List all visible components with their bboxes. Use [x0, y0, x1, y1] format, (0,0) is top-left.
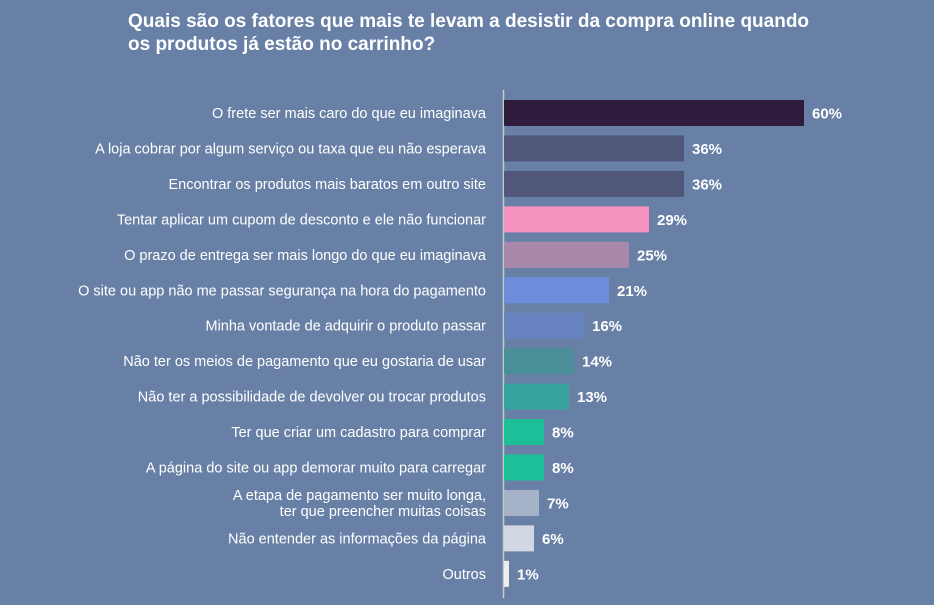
bar: [504, 135, 684, 162]
chart-title: Quais são os fatores que mais te levam a…: [128, 11, 810, 55]
category-label: O prazo de entrega ser mais longo do que…: [124, 248, 487, 264]
bar: [504, 241, 629, 268]
bar: [504, 419, 544, 446]
category-label: Outros: [442, 567, 486, 583]
value-label: 25%: [637, 247, 667, 264]
value-label: 6%: [542, 531, 564, 548]
value-label: 1%: [517, 566, 539, 583]
bar: [504, 206, 649, 233]
category-label: Não ter os meios de pagamento que eu gos…: [123, 354, 486, 370]
category-label: O frete ser mais caro do que eu imaginav…: [212, 106, 487, 122]
category-label: Minha vontade de adquirir o produto pass…: [205, 319, 486, 335]
bar: [504, 100, 804, 126]
bar: [504, 348, 574, 375]
category-label: Não entender as informações da página: [228, 531, 487, 547]
category-label: O site ou app não me passar segurança na…: [78, 283, 486, 299]
bar: [504, 312, 584, 339]
category-label: A etapa de pagamento ser muito longa, ter…: [233, 488, 486, 520]
value-label: 60%: [812, 106, 842, 123]
value-label: 29%: [657, 212, 687, 229]
value-label: 13%: [577, 389, 607, 406]
value-label: 36%: [692, 176, 722, 193]
category-label: Tentar aplicar um cupom de desconto e el…: [117, 212, 486, 228]
value-label: 8%: [552, 425, 574, 442]
category-label: Encontrar os produtos mais baratos em ou…: [168, 177, 486, 193]
bar: [504, 525, 534, 552]
category-label: Ter que criar um cadastro para comprar: [231, 425, 486, 441]
value-label: 7%: [547, 495, 569, 512]
bar: [504, 383, 569, 410]
value-label: 14%: [582, 354, 612, 371]
bar: [504, 170, 684, 197]
value-label: 16%: [592, 318, 622, 335]
category-label: Não ter a possibilidade de devolver ou t…: [138, 390, 486, 406]
category-label: A página do site ou app demorar muito pa…: [146, 461, 486, 477]
bar: [504, 454, 544, 481]
value-label: 21%: [617, 283, 647, 300]
category-label: A loja cobrar por algum serviço ou taxa …: [95, 141, 487, 157]
bar: [504, 489, 539, 516]
value-label: 8%: [552, 460, 574, 477]
bar: [504, 277, 609, 304]
bar: [504, 560, 509, 587]
value-label: 36%: [692, 141, 722, 158]
